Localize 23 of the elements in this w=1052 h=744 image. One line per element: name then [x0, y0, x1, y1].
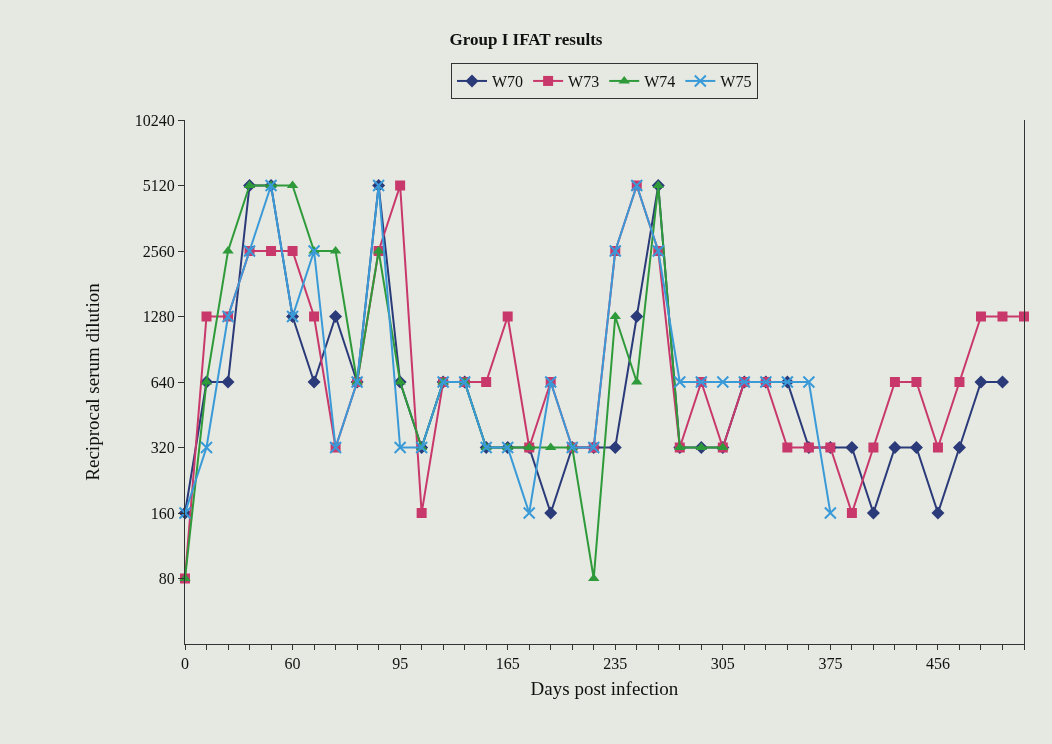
y-axis-title: Reciprocal serum dilution	[81, 282, 103, 481]
y-tick-label: 160	[150, 504, 175, 522]
y-tick-label: 80	[158, 570, 175, 588]
y-tick-label: 2560	[142, 242, 175, 260]
y-tick-label: 640	[150, 373, 175, 391]
y-tick-label: 1280	[142, 308, 175, 326]
legend-label: W74	[644, 73, 676, 91]
x-tick-label: 0	[181, 655, 189, 673]
x-tick-label: 95	[392, 655, 409, 673]
x-tick-label: 60	[284, 655, 301, 673]
legend-label: W75	[720, 73, 752, 91]
legend-label: W70	[492, 73, 524, 91]
legend-label: W73	[568, 73, 600, 91]
x-axis-title: Days post infection	[530, 678, 679, 699]
y-tick-label: 320	[150, 439, 175, 457]
x-tick-label: 375	[818, 655, 843, 673]
chart-title: Group I IFAT results	[449, 30, 603, 50]
x-tick-label: 305	[710, 655, 735, 673]
x-tick-label: 165	[495, 655, 520, 673]
x-tick-label: 456	[925, 655, 950, 673]
x-tick-label: 235	[603, 655, 628, 673]
y-tick-label: 5120	[142, 177, 175, 195]
y-tick-label: 10240	[134, 111, 175, 129]
